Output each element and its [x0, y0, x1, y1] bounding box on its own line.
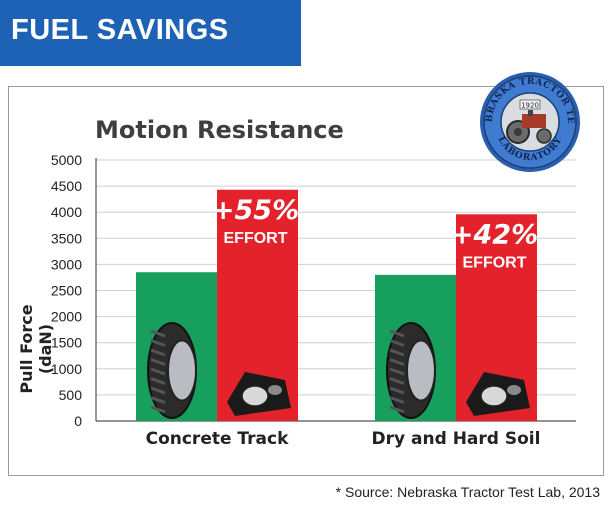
tire-rim — [167, 339, 197, 402]
tire-tread — [150, 358, 166, 366]
effort-text-label: EFFORT — [224, 230, 288, 247]
y-tick-label: 3000 — [51, 256, 82, 272]
tire-tread — [150, 396, 166, 404]
tire-tread — [389, 377, 405, 385]
tire-tread — [389, 339, 405, 347]
x-category-label: Dry and Hard Soil — [372, 429, 541, 449]
tire-tread — [389, 348, 405, 357]
x-category-label: Concrete Track — [146, 429, 289, 449]
nebraska-tractor-test-seal: NEBRASKA TRACTOR TEST LABORATORY 1920 — [478, 70, 580, 172]
track-wheel — [480, 385, 508, 407]
effort-percent-label: +42% — [451, 219, 538, 250]
y-tick-label: 3500 — [51, 230, 82, 246]
tire-tread — [389, 405, 405, 414]
tire-tread — [150, 377, 166, 385]
seal-year: 1920 — [521, 102, 539, 110]
effort-text-label: EFFORT — [463, 254, 527, 271]
y-tick-label: 1000 — [51, 361, 82, 377]
y-tick-label: 2500 — [51, 283, 82, 299]
tire-tread — [150, 348, 166, 357]
tire-tread — [389, 386, 405, 395]
tire-tread — [150, 329, 166, 338]
tire-tread — [389, 358, 405, 366]
y-tick-label: 0 — [74, 413, 82, 429]
tire-rim — [406, 339, 436, 402]
tire-tread — [150, 386, 166, 395]
y-tick-label: 5000 — [51, 152, 82, 168]
y-tick-label: 1500 — [51, 335, 82, 351]
track-wheel — [241, 385, 269, 407]
effort-percent-label: +55% — [212, 195, 299, 226]
tire-tread — [150, 339, 166, 347]
tire-tread — [150, 367, 166, 376]
track-hub — [507, 385, 521, 395]
tire-tread — [150, 405, 166, 414]
tire-tread — [389, 396, 405, 404]
tire-tread — [389, 367, 405, 376]
y-tick-label: 4500 — [51, 178, 82, 194]
header-banner: FUEL SAVINGS — [0, 0, 301, 66]
y-tick-label: 4000 — [51, 204, 82, 220]
y-tick-label: 500 — [59, 387, 83, 403]
chart-title: Motion Resistance — [95, 116, 344, 144]
track-hub — [268, 385, 282, 395]
banner-title: FUEL SAVINGS — [11, 14, 229, 46]
tire-tread — [389, 329, 405, 338]
source-note: * Source: Nebraska Tractor Test Lab, 201… — [335, 484, 600, 500]
y-tick-label: 2000 — [51, 309, 82, 325]
